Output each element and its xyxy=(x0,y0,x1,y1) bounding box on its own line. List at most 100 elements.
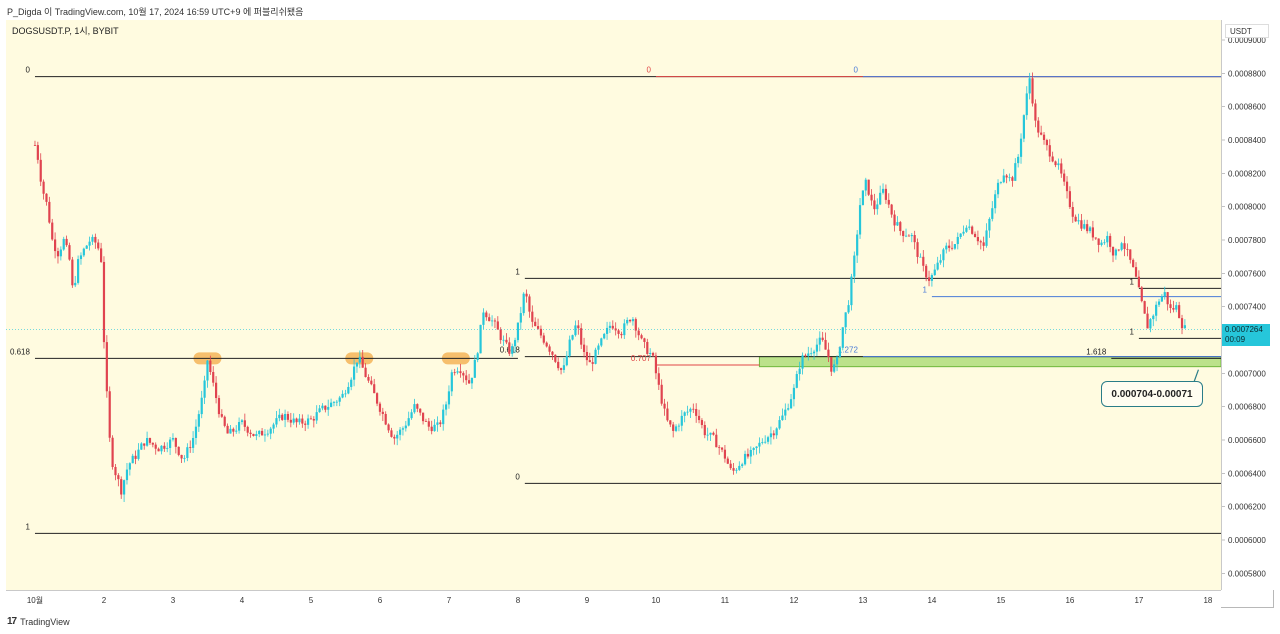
x-tick-label-8: 9 xyxy=(585,596,590,605)
candle-body-230 xyxy=(695,409,698,416)
candle-body-167 xyxy=(513,340,517,347)
candle-body-376 xyxy=(1114,249,1117,256)
candle-body-262 xyxy=(787,408,790,410)
time-axis[interactable]: 10월 2 3 4 5 6 7 8 9 10 11 12 13 14 15 16 17 18 xyxy=(6,590,1221,608)
candle-body-102 xyxy=(327,406,330,410)
x-tick-label-14: 15 xyxy=(996,596,1005,605)
y-tick-label-11: 0.0006800 xyxy=(1228,403,1266,412)
candle-body-319 xyxy=(950,247,954,249)
candle-body-60 xyxy=(206,360,209,381)
candle-body-179 xyxy=(548,346,551,352)
candle-body-18 xyxy=(85,245,88,249)
candle-body-35 xyxy=(134,455,137,459)
candle-body-82 xyxy=(269,428,272,434)
candle-body-234 xyxy=(706,434,709,436)
candle-body-132 xyxy=(413,404,416,413)
candle-body-111 xyxy=(352,366,356,380)
x-tick-label-16: 17 xyxy=(1134,596,1143,605)
candle-body-244 xyxy=(735,469,738,471)
candle-body-173 xyxy=(531,311,534,322)
candle-body-91 xyxy=(295,418,298,423)
candle-body-202 xyxy=(614,328,617,331)
candle-body-363 xyxy=(1077,220,1080,222)
candle-body-44 xyxy=(160,445,163,452)
candle-body-204 xyxy=(620,333,623,336)
candle-body-223 xyxy=(674,426,678,431)
time-axis-ticks: 10월 2 3 4 5 6 7 8 9 10 11 12 13 14 15 16 17 18 xyxy=(27,595,1213,605)
candle-body-398 xyxy=(1178,305,1181,319)
candle-body-356 xyxy=(1057,163,1060,166)
candle-body-105 xyxy=(335,401,338,403)
candle-body-252 xyxy=(758,442,761,447)
candle-body-148 xyxy=(459,371,462,374)
candle-body-351 xyxy=(1042,134,1046,140)
candle-body-282 xyxy=(844,312,847,328)
candle-body-323 xyxy=(962,231,965,234)
candle-body-387 xyxy=(1146,313,1149,329)
candle-body-65 xyxy=(220,414,223,417)
x-tick-label-11: 12 xyxy=(789,596,798,605)
candle-body-312 xyxy=(930,275,934,281)
candle-body-41 xyxy=(151,442,154,445)
candle-body-309 xyxy=(922,256,925,266)
candle-body-231 xyxy=(697,415,701,421)
candle-body-247 xyxy=(743,453,747,465)
candle-body-71 xyxy=(237,422,241,431)
candle-body-66 xyxy=(223,416,226,426)
candle-body-218 xyxy=(660,384,663,404)
candle-body-72 xyxy=(240,420,244,423)
candle-body-358 xyxy=(1063,173,1066,182)
candle-body-344 xyxy=(1022,115,1026,139)
candle-body-135 xyxy=(421,412,425,422)
fib-label-0: 0 xyxy=(26,66,31,75)
y-tick-label-13: 0.0006400 xyxy=(1228,469,1266,478)
candle-body-43 xyxy=(157,448,160,452)
candle-body-297 xyxy=(887,199,890,205)
candle-body-267 xyxy=(801,355,804,369)
candle-body-375 xyxy=(1111,246,1115,256)
candle-body-17 xyxy=(82,248,85,256)
candle-body-109 xyxy=(347,386,350,394)
candle-body-51 xyxy=(180,454,183,459)
candle-body-271 xyxy=(812,351,816,354)
candle-body-171 xyxy=(525,293,528,297)
candle-body-257 xyxy=(772,433,775,436)
candle-body-212 xyxy=(643,338,646,342)
candle-body-314 xyxy=(936,262,939,270)
candle-body-286 xyxy=(856,234,859,256)
candle-body-146 xyxy=(453,372,456,374)
candle-body-354 xyxy=(1051,156,1054,162)
candle-body-47 xyxy=(168,439,172,448)
candle-body-12 xyxy=(68,245,71,260)
candle-body-390 xyxy=(1155,304,1158,316)
candle-body-373 xyxy=(1106,235,1109,243)
candle-body-378 xyxy=(1120,243,1123,250)
candle-body-214 xyxy=(649,352,652,354)
candle-body-245 xyxy=(738,465,741,470)
candle-body-219 xyxy=(663,403,666,409)
candle-body-122 xyxy=(384,413,387,425)
candle-body-57 xyxy=(197,414,200,427)
candle-body-207 xyxy=(628,319,632,322)
candle-body-347 xyxy=(1031,78,1034,104)
candle-body-185 xyxy=(565,355,568,366)
candle-body-199 xyxy=(605,327,609,334)
candle-body-73 xyxy=(243,420,246,427)
candle-body-189 xyxy=(577,325,580,329)
candle-body-315 xyxy=(939,260,942,263)
candle-body-333 xyxy=(991,208,994,219)
candle-body-317 xyxy=(945,245,948,250)
candle-body-211 xyxy=(640,335,643,339)
candle-body-352 xyxy=(1045,139,1049,146)
candle-body-134 xyxy=(419,408,422,413)
price-axis[interactable]: 0.0009000 0.0008800 0.0008600 0.0008400 0.00… xyxy=(1221,20,1274,590)
y-tick-label-10: 0.0007000 xyxy=(1228,369,1266,378)
candle-body-368 xyxy=(1091,227,1094,238)
fib-label-11: 1 xyxy=(1129,277,1134,286)
candle-body-365 xyxy=(1083,224,1086,229)
candle-body-52 xyxy=(183,457,186,459)
target-zone-callout: 0.000704-0.00071 xyxy=(1101,381,1203,407)
currency-button[interactable]: USDT xyxy=(1225,24,1269,38)
symbol-label[interactable]: DOGSUSDT.P, 1시, BYBIT xyxy=(12,26,119,36)
